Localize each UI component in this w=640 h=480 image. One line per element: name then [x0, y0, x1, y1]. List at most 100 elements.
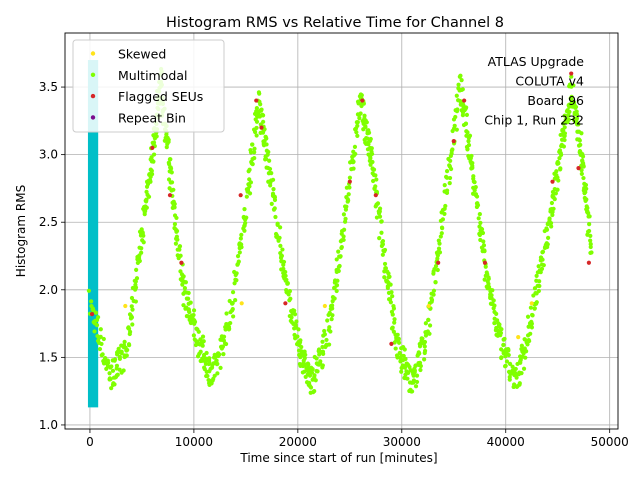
multimodal-point — [423, 321, 428, 326]
multimodal-point — [254, 133, 259, 138]
multimodal-point — [164, 145, 169, 150]
multimodal-point — [338, 254, 343, 259]
multimodal-point — [115, 372, 120, 377]
multimodal-point — [426, 317, 431, 323]
multimodal-point — [429, 297, 435, 303]
multimodal-point — [130, 307, 135, 312]
multimodal-point — [420, 336, 425, 341]
multimodal-point — [339, 245, 344, 250]
multimodal-point — [541, 263, 546, 268]
multimodal-point — [103, 356, 108, 361]
multimodal-point — [371, 178, 376, 184]
multimodal-point — [195, 354, 201, 359]
multimodal-point — [272, 206, 277, 211]
multimodal-point — [328, 329, 333, 334]
multimodal-point — [107, 371, 112, 376]
multimodal-point — [555, 175, 560, 180]
multimodal-point — [215, 361, 220, 367]
multimodal-point — [361, 121, 366, 126]
multimodal-point — [358, 111, 363, 116]
multimodal-point — [252, 150, 257, 155]
multimodal-point — [146, 194, 152, 199]
multimodal-point — [545, 242, 550, 247]
skewed-point — [529, 301, 534, 306]
multimodal-point — [486, 276, 491, 281]
multimodal-point — [374, 177, 379, 182]
multimodal-point — [201, 339, 206, 344]
multimodal-point — [443, 203, 448, 209]
multimodal-point — [117, 356, 122, 361]
multimodal-point — [483, 264, 488, 269]
multimodal-point — [460, 113, 466, 118]
multimodal-point — [353, 151, 358, 157]
multimodal-point — [269, 201, 274, 206]
multimodal-point — [394, 353, 400, 358]
flagged-seus-point — [283, 301, 288, 306]
multimodal-point — [142, 212, 147, 217]
flagged-seus-point — [569, 71, 574, 76]
flagged-seus-point — [259, 125, 264, 130]
early-cluster-band — [87, 60, 99, 408]
multimodal-point — [528, 331, 533, 336]
multimodal-point — [171, 187, 176, 192]
flagged-seus-point — [586, 260, 591, 265]
multimodal-point — [124, 353, 129, 358]
multimodal-point — [334, 257, 339, 262]
multimodal-point — [435, 267, 440, 273]
multimodal-point — [192, 321, 197, 326]
multimodal-point — [536, 264, 541, 269]
multimodal-point — [521, 366, 527, 371]
annotation-line: Board 96 — [527, 93, 584, 108]
flagged-seus-point — [550, 179, 555, 184]
multimodal-point — [327, 342, 332, 347]
multimodal-point — [200, 334, 206, 339]
multimodal-point — [389, 290, 394, 295]
multimodal-point — [263, 156, 269, 161]
multimodal-point — [433, 279, 438, 285]
multimodal-point — [465, 147, 470, 152]
multimodal-point — [278, 243, 283, 248]
multimodal-point — [332, 285, 337, 291]
multimodal-point — [204, 350, 209, 356]
multimodal-point — [220, 344, 226, 349]
multimodal-point — [524, 349, 529, 354]
multimodal-point — [334, 288, 339, 294]
multimodal-point — [454, 127, 459, 132]
multimodal-point — [294, 319, 299, 324]
x-tick-label: 50000 — [591, 435, 629, 449]
multimodal-point — [494, 311, 499, 316]
multimodal-point — [517, 381, 522, 386]
multimodal-point — [587, 214, 592, 219]
multimodal-point — [91, 308, 96, 313]
multimodal-point — [472, 180, 477, 185]
multimodal-point — [92, 329, 97, 334]
multimodal-point — [230, 307, 235, 312]
multimodal-point — [140, 238, 145, 243]
multimodal-point — [588, 238, 593, 243]
multimodal-point — [231, 314, 236, 319]
multimodal-point — [401, 353, 406, 359]
legend-label: Multimodal — [118, 68, 187, 83]
multimodal-point — [248, 180, 254, 185]
series-layer — [86, 60, 594, 408]
multimodal-point — [139, 250, 144, 255]
multimodal-point — [268, 183, 273, 188]
multimodal-point — [230, 300, 235, 306]
multimodal-point — [154, 134, 159, 139]
multimodal-point — [270, 177, 276, 182]
multimodal-point — [439, 231, 444, 236]
multimodal-point — [172, 205, 177, 210]
y-tick-label: 3.0 — [39, 148, 58, 162]
multimodal-point — [369, 151, 375, 157]
multimodal-point — [242, 228, 247, 233]
multimodal-point — [93, 310, 99, 315]
multimodal-point — [577, 138, 582, 143]
y-axis-label: Histogram RMS — [14, 185, 28, 277]
multimodal-point — [586, 228, 592, 234]
multimodal-point — [413, 384, 419, 389]
multimodal-point — [502, 336, 507, 342]
multimodal-point — [238, 236, 243, 241]
multimodal-point — [567, 109, 572, 114]
multimodal-point — [182, 286, 188, 291]
multimodal-point — [578, 142, 583, 147]
